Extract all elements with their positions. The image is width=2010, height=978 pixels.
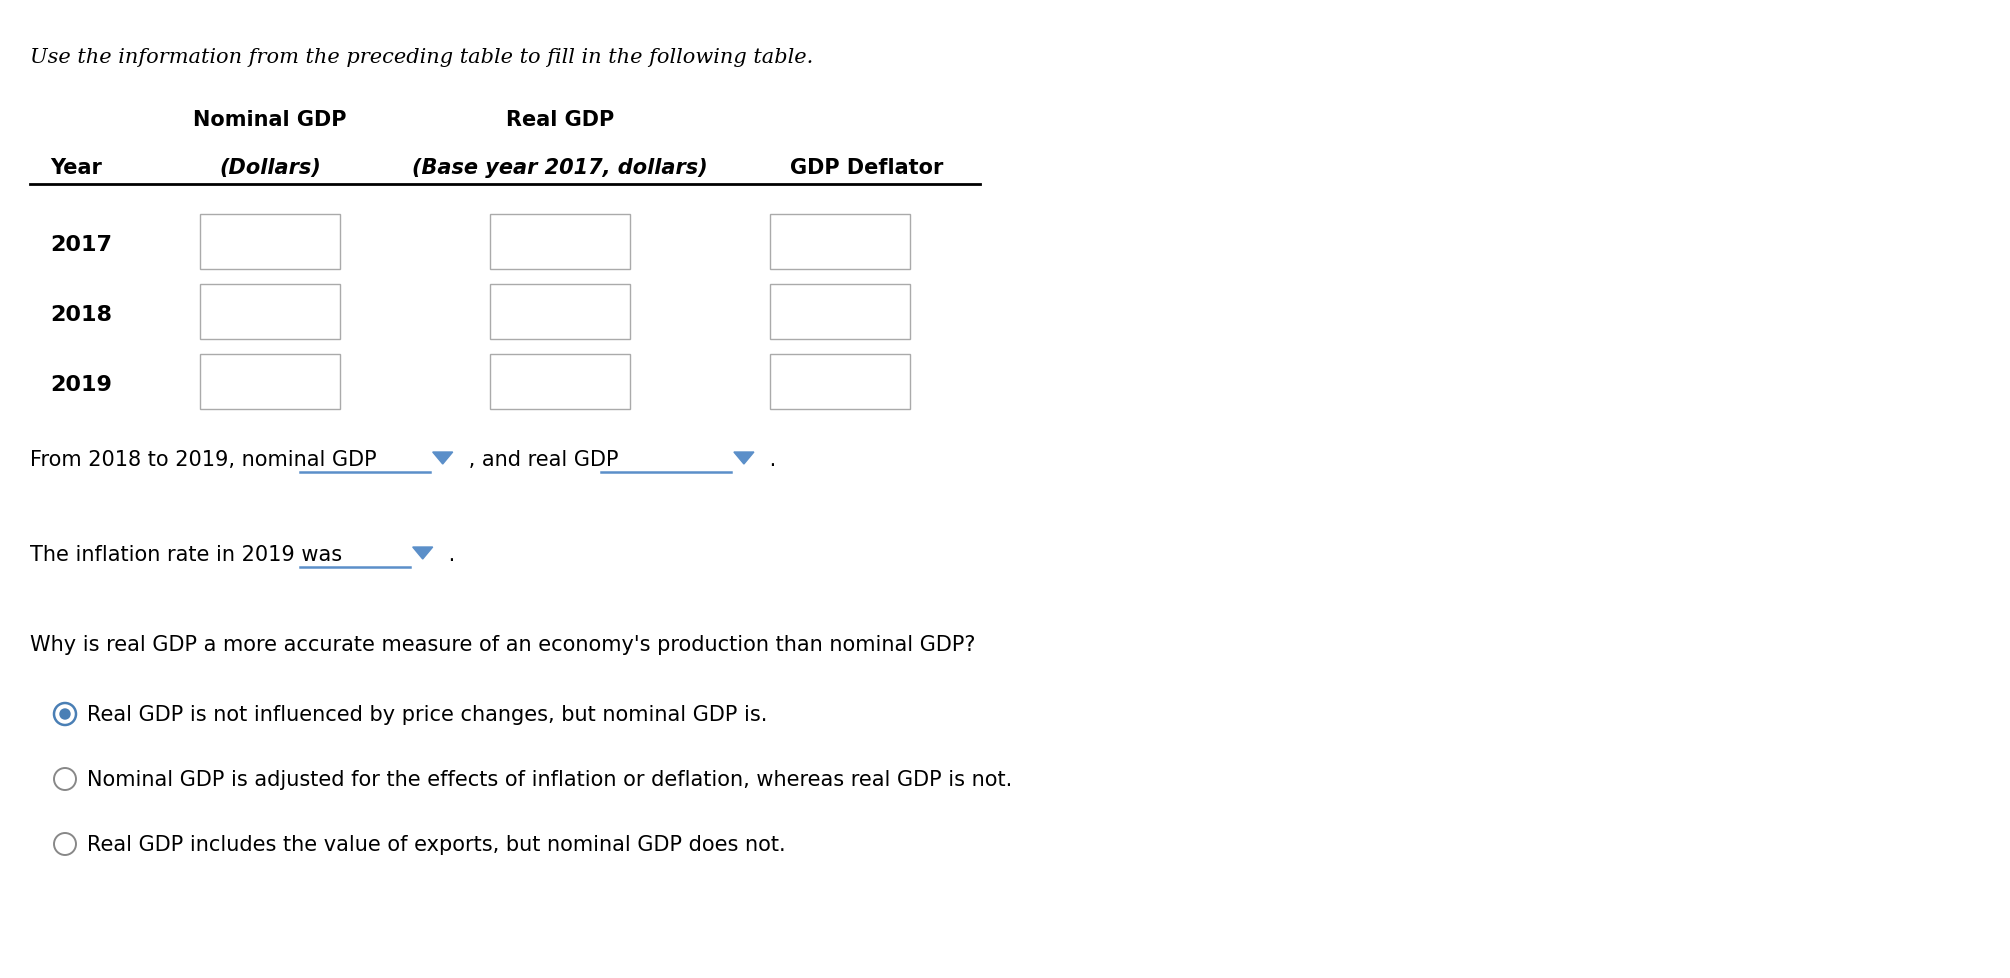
Text: Real GDP: Real GDP [507, 110, 615, 130]
Bar [201, 355, 340, 410]
Text: .: . [764, 450, 776, 469]
Circle shape [58, 708, 70, 720]
Bar [770, 355, 911, 410]
Text: 2018: 2018 [50, 305, 113, 325]
Text: Why is real GDP a more accurate measure of an economy's production than nominal : Why is real GDP a more accurate measure … [30, 635, 975, 654]
Text: Use the information from the preceding table to fill in the following table.: Use the information from the preceding t… [30, 48, 814, 67]
Bar [490, 285, 629, 339]
Polygon shape [734, 453, 754, 465]
Polygon shape [412, 548, 432, 559]
Text: .: . [442, 545, 454, 564]
Text: , and real GDP: , and real GDP [462, 450, 625, 469]
Bar [201, 285, 340, 339]
Bar [201, 215, 340, 270]
Bar [490, 215, 629, 270]
Text: The inflation rate in 2019 was: The inflation rate in 2019 was [30, 545, 350, 564]
Text: 2019: 2019 [50, 375, 113, 394]
Bar [770, 215, 911, 270]
Polygon shape [432, 453, 452, 465]
Text: Nominal GDP: Nominal GDP [193, 110, 348, 130]
Text: 2017: 2017 [50, 235, 113, 254]
Text: Year: Year [50, 157, 103, 178]
Text: (Base year 2017, dollars): (Base year 2017, dollars) [412, 157, 708, 178]
Bar [770, 285, 911, 339]
Text: Real GDP is not influenced by price changes, but nominal GDP is.: Real GDP is not influenced by price chan… [86, 704, 768, 725]
Bar [490, 355, 629, 410]
Text: From 2018 to 2019, nominal GDP: From 2018 to 2019, nominal GDP [30, 450, 384, 469]
Text: Nominal GDP is adjusted for the effects of inflation or deflation, whereas real : Nominal GDP is adjusted for the effects … [86, 770, 1013, 789]
Text: GDP Deflator: GDP Deflator [790, 157, 943, 178]
Text: (Dollars): (Dollars) [219, 157, 322, 178]
Text: Real GDP includes the value of exports, but nominal GDP does not.: Real GDP includes the value of exports, … [86, 834, 786, 854]
